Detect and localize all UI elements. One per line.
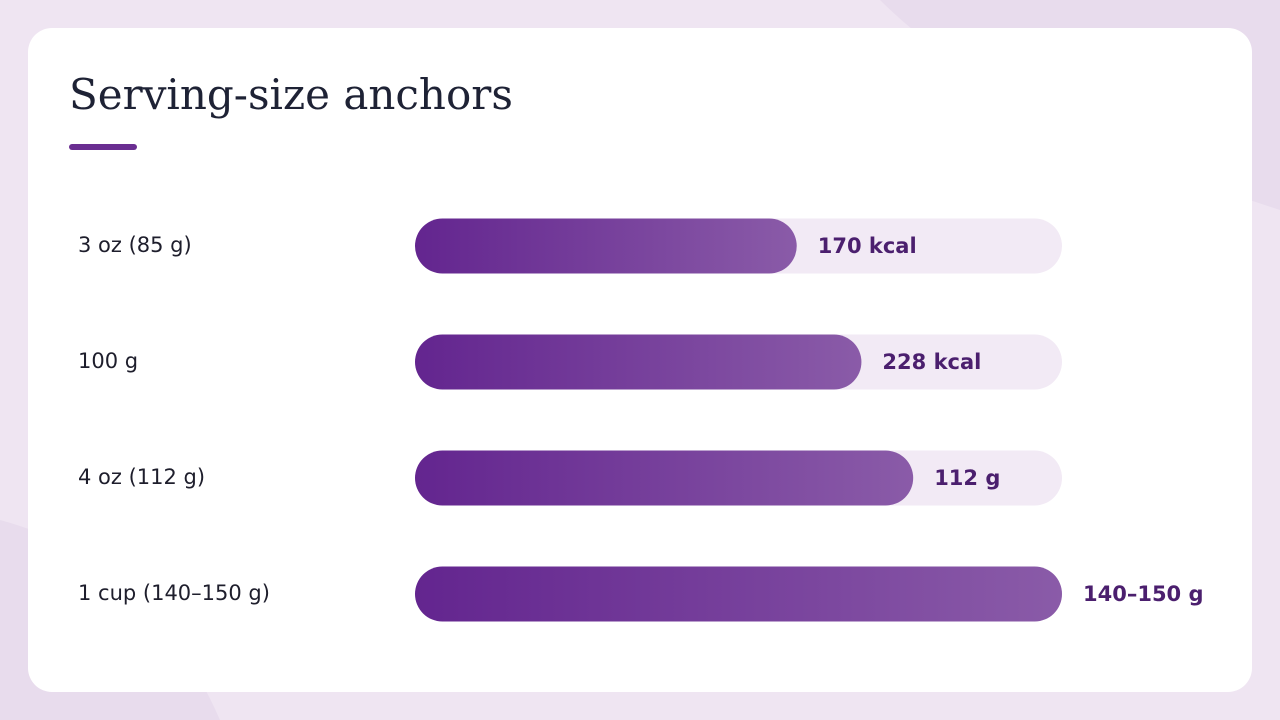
category-label: 1 cup (140–150 g) xyxy=(78,581,270,605)
value-label: 112 g xyxy=(934,466,1000,490)
title-underline xyxy=(69,144,137,150)
bar xyxy=(415,334,862,390)
category-label: 100 g xyxy=(78,349,138,373)
value-label: 170 kcal xyxy=(818,234,917,258)
chart-title: Serving-size anchors xyxy=(69,70,513,119)
value-label: 140–150 g xyxy=(1083,582,1204,606)
value-label: 228 kcal xyxy=(882,350,981,374)
bar xyxy=(415,566,1062,622)
bar xyxy=(415,450,914,506)
category-label: 3 oz (85 g) xyxy=(78,233,192,257)
bar xyxy=(415,218,797,274)
category-label: 4 oz (112 g) xyxy=(78,465,205,489)
